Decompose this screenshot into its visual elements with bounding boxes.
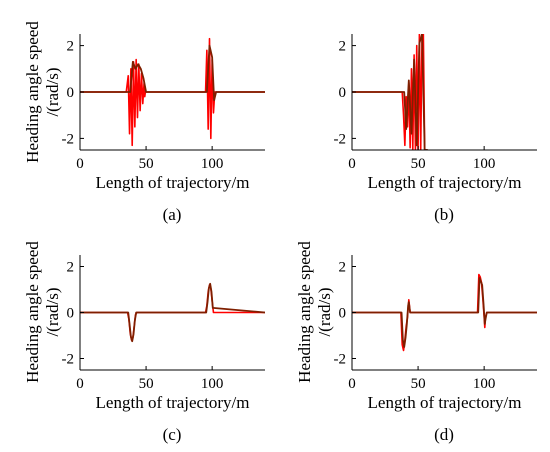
panel-label: (a): [163, 205, 182, 224]
x-axis-label: Length of trajectory/m: [368, 393, 522, 412]
y-axis-label: Heading angle speed/(rad/s): [23, 21, 62, 163]
x-tick-label: 0: [348, 376, 356, 392]
y-tick-label: 2: [67, 39, 75, 55]
x-tick-label: 100: [473, 376, 496, 392]
x-tick-label: 0: [76, 376, 84, 392]
series-group: [80, 282, 265, 343]
y-tick-label: 0: [339, 85, 347, 101]
x-tick-label: 0: [76, 156, 84, 172]
x-tick-label: 100: [201, 156, 224, 172]
y-tick-label: 0: [339, 306, 347, 322]
series-line-2: [352, 277, 537, 348]
y-tick-label: 0: [67, 306, 75, 322]
panel-label: (b): [434, 205, 454, 224]
x-tick-label: 50: [411, 376, 426, 392]
series-line-2: [80, 282, 265, 343]
x-tick-label: 50: [139, 156, 154, 172]
series-line-2: [352, 34, 429, 150]
panel-label: (d): [434, 425, 454, 444]
y-tick-label: -2: [62, 352, 75, 368]
x-tick-label: 50: [411, 156, 426, 172]
x-tick-label: 0: [348, 156, 356, 172]
x-axis-label: Length of trajectory/m: [96, 173, 250, 192]
x-tick-label: 50: [139, 376, 154, 392]
x-tick-label: 100: [201, 376, 224, 392]
y-tick-label: -2: [334, 352, 347, 368]
panel-label: (c): [163, 425, 182, 444]
y-axis-label: Heading angle speed/(rad/s): [23, 241, 62, 383]
y-tick-label: -2: [334, 131, 347, 147]
x-tick-label: 100: [473, 156, 496, 172]
y-tick-label: -2: [62, 131, 75, 147]
y-tick-label: 2: [339, 39, 347, 55]
y-axis-label: Heading angle speed/(rad/s): [295, 241, 334, 383]
x-axis-label: Length of trajectory/m: [96, 393, 250, 412]
x-axis-label: Length of trajectory/m: [368, 173, 522, 192]
series-group: [80, 37, 265, 147]
series-group: [352, 273, 537, 352]
y-tick-label: 2: [67, 260, 75, 276]
y-tick-label: 0: [67, 85, 75, 101]
y-tick-label: 2: [339, 260, 347, 276]
series-group: [352, 34, 429, 150]
series-line-2: [80, 44, 265, 102]
